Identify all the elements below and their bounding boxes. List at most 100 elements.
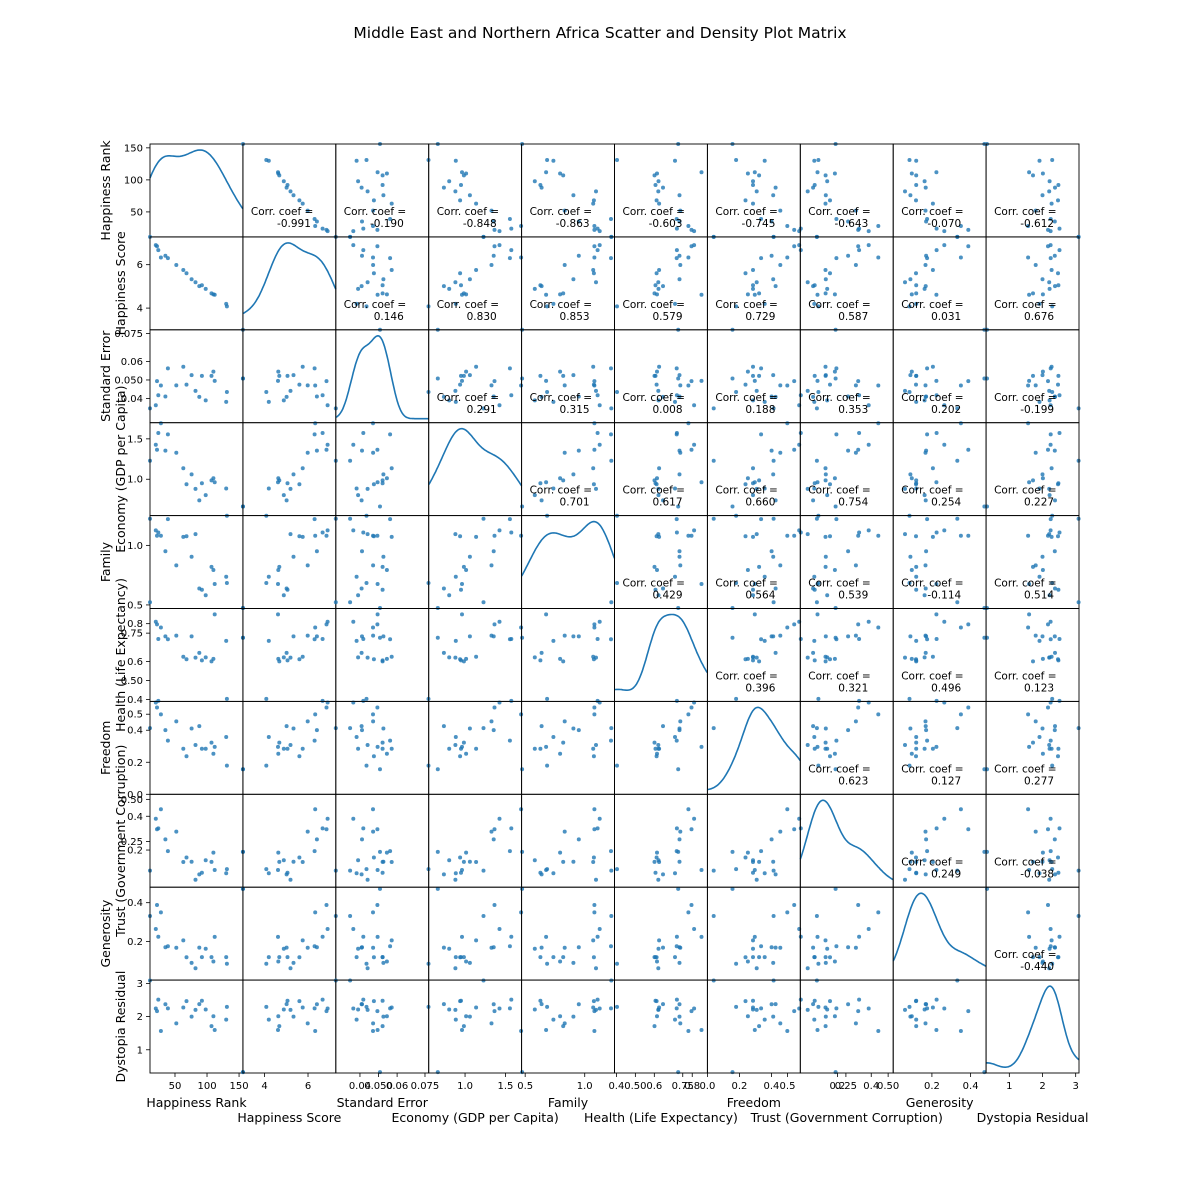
scatter-point bbox=[1056, 534, 1060, 539]
scatter-point bbox=[792, 903, 797, 907]
corr-label: Corr. coef = bbox=[994, 949, 1056, 961]
scatter-point bbox=[595, 934, 600, 939]
cell-frame bbox=[428, 515, 523, 609]
scatter-point bbox=[453, 638, 458, 643]
scatter-point bbox=[441, 872, 446, 877]
scatter-point bbox=[389, 466, 394, 471]
corr-label: Corr. coef = bbox=[715, 299, 777, 311]
scatter-point bbox=[757, 291, 762, 296]
scatter-point bbox=[378, 606, 382, 610]
scatter-point bbox=[571, 1014, 576, 1019]
scatter-point bbox=[673, 955, 677, 960]
scatter-point bbox=[371, 754, 376, 759]
scatter-point bbox=[489, 633, 494, 638]
scatter-point bbox=[558, 751, 563, 756]
scatter-point bbox=[699, 480, 704, 485]
matrix-cell-3-3 bbox=[428, 422, 523, 517]
scatter-point bbox=[158, 255, 163, 260]
scatter-point bbox=[388, 517, 393, 522]
scatter-point bbox=[371, 450, 376, 455]
scatter-point bbox=[193, 1007, 198, 1012]
corr-label: Corr. coef = bbox=[901, 856, 963, 868]
scatter-point bbox=[958, 421, 963, 426]
scatter-point bbox=[371, 807, 375, 812]
scatter-point bbox=[1050, 390, 1055, 394]
scatter-point bbox=[592, 712, 597, 717]
scatter-point bbox=[467, 726, 472, 731]
corr-label: Corr. coef = bbox=[808, 392, 870, 404]
scatter-point bbox=[778, 563, 783, 568]
scatter-point bbox=[823, 634, 828, 639]
scatter-point bbox=[532, 286, 537, 291]
scatter-point bbox=[174, 383, 179, 388]
scatter-point bbox=[923, 563, 928, 568]
scatter-point bbox=[771, 868, 776, 873]
scatter-point bbox=[561, 740, 566, 745]
scatter-point bbox=[212, 1028, 217, 1032]
scatter-point bbox=[364, 961, 369, 966]
scatter-point bbox=[305, 719, 310, 724]
scatter-point bbox=[674, 366, 679, 371]
scatter-point bbox=[507, 256, 512, 261]
scatter-point bbox=[823, 659, 828, 664]
scatter-point bbox=[751, 658, 755, 663]
scatter-point bbox=[203, 746, 208, 751]
scatter-point bbox=[591, 1005, 596, 1010]
scatter-point bbox=[825, 946, 830, 951]
scatter-point bbox=[762, 574, 767, 579]
scatter-point bbox=[453, 189, 458, 194]
scatter-point bbox=[866, 528, 871, 533]
scatter-point bbox=[375, 934, 380, 939]
scatter-point bbox=[925, 849, 930, 854]
scatter-point bbox=[165, 256, 170, 261]
scatter-point bbox=[519, 533, 524, 538]
density-curve bbox=[614, 613, 709, 691]
scatter-point bbox=[576, 634, 581, 639]
scatter-point bbox=[165, 1006, 170, 1011]
scatter-point bbox=[923, 650, 928, 655]
x-tick-label: 0.04 bbox=[349, 1081, 371, 1092]
scatter-point bbox=[923, 829, 928, 834]
matrix-cell-1-9: Corr. coef =0.676 bbox=[985, 234, 1081, 332]
scatter-point bbox=[165, 849, 170, 854]
density-curve bbox=[986, 985, 1080, 1068]
scatter-point bbox=[158, 1029, 163, 1033]
corr-value: 0.315 bbox=[560, 404, 590, 416]
matrix-cell-4-2 bbox=[335, 515, 430, 610]
corr-label: Corr. coef = bbox=[994, 763, 1056, 775]
scatter-point bbox=[751, 183, 755, 187]
scatter-point bbox=[1047, 493, 1052, 498]
x-axis-label: Economy (GDP per Capita) bbox=[392, 1110, 559, 1125]
scatter-point bbox=[571, 472, 576, 477]
scatter-point bbox=[812, 955, 817, 960]
scatter-point bbox=[773, 586, 778, 591]
scatter-point bbox=[752, 1028, 757, 1032]
scatter-point bbox=[447, 179, 452, 184]
scatter-point bbox=[815, 170, 820, 175]
scatter-point bbox=[773, 650, 778, 655]
scatter-point bbox=[907, 390, 912, 394]
scatter-point bbox=[285, 658, 290, 663]
scatter-point bbox=[752, 934, 757, 939]
scatter-point bbox=[856, 244, 861, 249]
scatter-point bbox=[375, 244, 380, 249]
cell-frame bbox=[149, 608, 244, 702]
scatter-point bbox=[1026, 807, 1031, 812]
scatter-point bbox=[676, 606, 681, 610]
scatter-point bbox=[656, 486, 661, 491]
matrix-cell-2-7: Corr. coef =0.353 bbox=[799, 329, 894, 424]
scatter-point bbox=[266, 871, 271, 876]
scatter-point bbox=[224, 763, 229, 768]
scatter-point bbox=[474, 1005, 479, 1010]
scatter-point bbox=[656, 532, 661, 537]
scatter-point bbox=[833, 504, 838, 509]
scatter-point bbox=[1031, 955, 1035, 960]
y-tick-label: 1.5 bbox=[127, 434, 143, 445]
scatter-point bbox=[934, 826, 939, 831]
scatter-point bbox=[351, 1006, 356, 1011]
scatter-point bbox=[520, 849, 525, 854]
x-axis-label: Standard Error bbox=[337, 1095, 429, 1110]
scatter-point bbox=[769, 219, 774, 224]
matrix-cell-8-3 bbox=[426, 886, 524, 981]
scatter-point bbox=[378, 849, 382, 854]
